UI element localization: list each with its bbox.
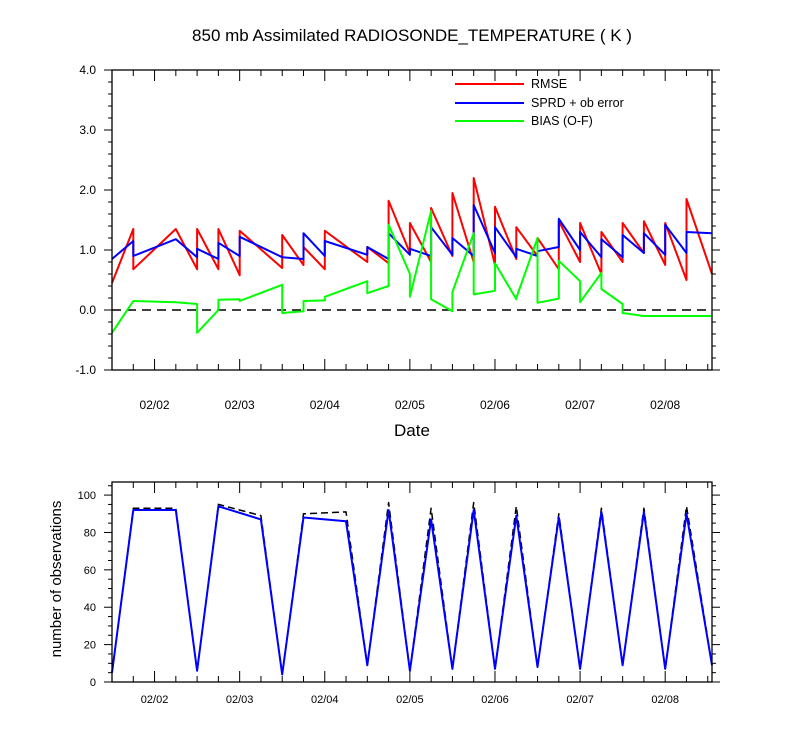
bot-y-tick-label: 80 <box>84 527 96 539</box>
top-x-tick-label: 02/07 <box>565 398 595 412</box>
top-x-tick-label: 02/04 <box>310 398 340 412</box>
bot-x-tick-label: 02/04 <box>311 694 339 706</box>
top-x-tick-label: 02/06 <box>480 398 510 412</box>
bottom-tick-labels: 0 20 40 60 80 100 02/02 02/03 02/04 02/05 02/06 02/… <box>78 490 679 706</box>
bot-y-tick-label: 40 <box>84 602 96 614</box>
bot-x-tick-label: 02/05 <box>396 694 424 706</box>
top-x-tick-label: 02/05 <box>395 398 425 412</box>
bottom-chart-panel: 0 20 40 60 80 100 02/02 02/03 02/04 02/05 02/06 02/… <box>48 481 720 706</box>
top-y-tick-label: 4.0 <box>79 63 96 77</box>
top-x-tick-label: 02/02 <box>140 398 170 412</box>
top-axis-ticks <box>104 69 720 371</box>
series-observations-used <box>111 505 713 676</box>
series-rmse <box>111 177 713 284</box>
series-bias-o-f <box>111 210 712 334</box>
bottom-data-series <box>111 501 713 676</box>
bot-y-tick-label: 20 <box>84 640 96 652</box>
bot-x-tick-label: 02/03 <box>226 694 254 706</box>
top-y-tick-label: 3.0 <box>79 123 96 137</box>
legend-sprd-label: SPRD + ob error <box>531 96 624 110</box>
chart-title: 850 mb Assimilated RADIOSONDE_TEMPERATUR… <box>192 26 632 45</box>
bot-x-tick-label: 02/07 <box>566 694 594 706</box>
top-data-series <box>111 177 713 334</box>
bot-y-tick-label: 0 <box>90 677 96 689</box>
bot-y-tick-label: 60 <box>84 565 96 577</box>
y-axis-label-observations: number of observations <box>48 501 65 658</box>
bot-x-tick-label: 02/02 <box>141 694 169 706</box>
legend: RMSE SPRD + ob error BIAS (O-F) <box>455 77 624 128</box>
top-chart-panel: -1.0 0.0 1.0 2.0 3.0 4.0 02/02 02/03 02/04 02/05 0… <box>75 63 720 440</box>
legend-bias-label: BIAS (O-F) <box>531 114 593 128</box>
top-x-tick-label: 02/03 <box>225 398 255 412</box>
top-tick-labels: -1.0 0.0 1.0 2.0 3.0 4.0 02/02 02/03 02/04 02/05 0… <box>75 63 680 412</box>
top-y-tick-label: 1.0 <box>79 243 96 257</box>
top-x-tick-label: 02/08 <box>650 398 680 412</box>
bot-y-tick-label: 100 <box>78 490 96 502</box>
top-y-tick-label: 2.0 <box>79 183 96 197</box>
series-sprd-ob-error <box>111 204 713 260</box>
bot-x-tick-label: 02/06 <box>481 694 509 706</box>
top-y-tick-label: -1.0 <box>75 363 96 377</box>
top-plot-frame <box>111 69 713 371</box>
x-axis-label: Date <box>394 421 430 440</box>
bottom-axis-ticks <box>104 482 720 683</box>
bot-x-tick-label: 02/08 <box>651 694 679 706</box>
bottom-plot-frame <box>111 481 713 683</box>
top-y-tick-label: 0.0 <box>79 303 96 317</box>
legend-rmse-label: RMSE <box>531 77 567 91</box>
